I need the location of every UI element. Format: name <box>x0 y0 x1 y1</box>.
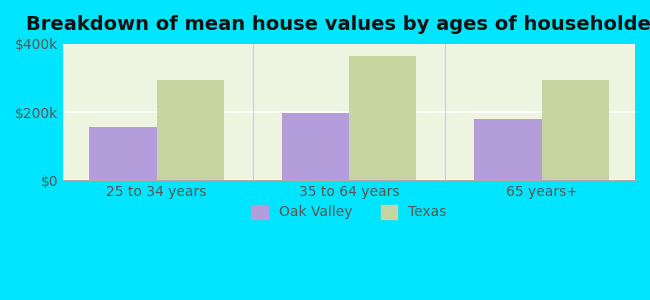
Bar <box>281 113 349 180</box>
Bar <box>474 119 541 180</box>
Bar <box>541 80 609 180</box>
Title: Breakdown of mean house values by ages of householders: Breakdown of mean house values by ages o… <box>26 15 650 34</box>
Bar <box>349 56 417 180</box>
Bar <box>157 80 224 180</box>
Bar <box>89 128 157 180</box>
Legend: Oak Valley, Texas: Oak Valley, Texas <box>246 199 452 225</box>
